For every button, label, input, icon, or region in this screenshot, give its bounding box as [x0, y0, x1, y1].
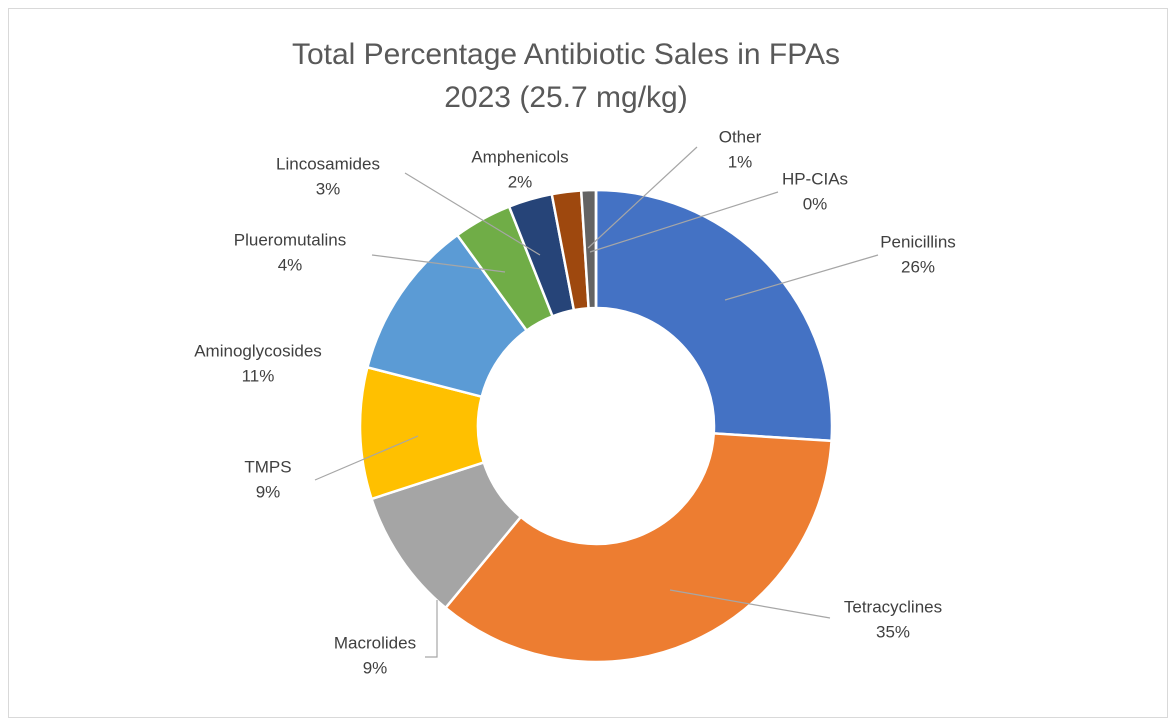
leader-line — [724, 254, 879, 301]
data-label-value: 0% — [803, 194, 828, 213]
donut-slice — [443, 432, 833, 664]
leader-line — [669, 589, 831, 619]
data-label-name: Plueromutalins — [234, 230, 346, 249]
data-label-name: Penicillins — [880, 232, 956, 251]
data-label-value: 9% — [256, 482, 281, 501]
leader-line — [404, 172, 541, 256]
data-label-name: Lincosamides — [276, 154, 380, 173]
leader-line — [587, 146, 698, 249]
data-label-value: 35% — [876, 622, 910, 641]
leader-line — [425, 600, 438, 658]
data-label-value: 2% — [508, 172, 533, 191]
data-label-name: Macrolides — [334, 633, 416, 652]
leader-line — [314, 435, 419, 481]
data-label-name: Aminoglycosides — [194, 341, 322, 360]
data-label-name: Other — [719, 127, 762, 146]
data-label-value: 1% — [728, 152, 753, 171]
data-label-value: 4% — [278, 255, 303, 274]
data-label-value: 9% — [363, 658, 388, 677]
data-label-value: 3% — [316, 179, 341, 198]
data-label-value: 26% — [901, 257, 935, 276]
data-label-name: TMPS — [244, 457, 291, 476]
data-label-name: Tetracyclines — [844, 597, 942, 616]
chart-title: 2023 (25.7 mg/kg) — [444, 81, 687, 114]
data-label-name: Amphenicols — [471, 147, 568, 166]
data-label-name: HP-CIAs — [782, 169, 848, 188]
data-label-value: 11% — [242, 366, 275, 385]
chart-title: Total Percentage Antibiotic Sales in FPA… — [292, 38, 840, 71]
leader-line — [589, 191, 779, 253]
donut-slice — [594, 188, 834, 443]
leader-line — [371, 254, 506, 273]
